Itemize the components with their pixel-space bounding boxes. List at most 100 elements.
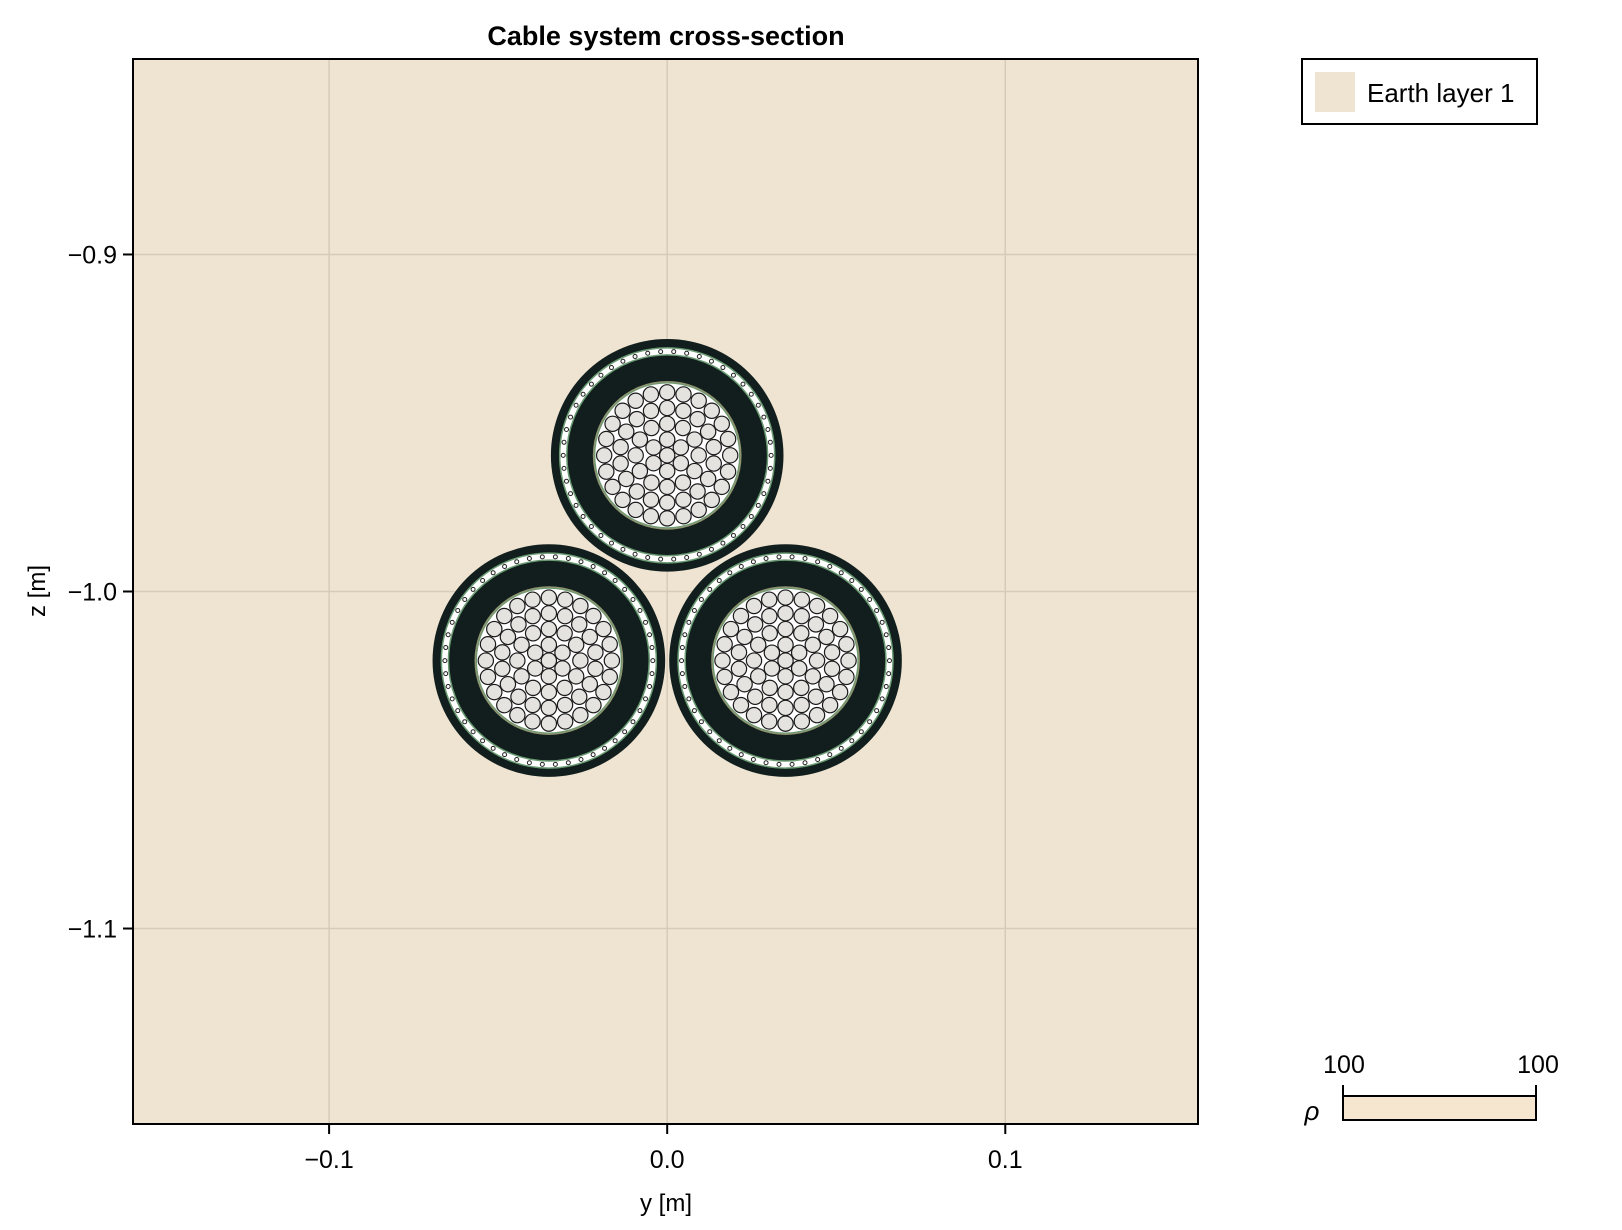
conductor-strand	[627, 392, 644, 410]
screen-wire	[455, 708, 461, 714]
x-tick-label: 0.0	[650, 1146, 685, 1174]
screen-wire	[637, 708, 643, 714]
screen-wire	[514, 559, 520, 565]
legend-swatch-earth-layer	[1315, 72, 1355, 112]
conductor-strand	[760, 713, 778, 730]
conductor-strand	[524, 679, 542, 697]
conductor-strand	[524, 713, 541, 730]
conductor-strand	[672, 439, 690, 456]
screen-wire	[874, 608, 880, 614]
screen-wire	[750, 559, 756, 565]
screen-wire	[727, 570, 733, 576]
conductor-strand	[554, 644, 571, 661]
conductor-strand	[524, 625, 542, 642]
conductor-strand	[554, 660, 571, 677]
screen-wire	[649, 645, 655, 651]
x-tick-label: 0.1	[988, 1146, 1023, 1174]
conductor-strand	[486, 620, 503, 638]
screen-wire	[580, 391, 586, 397]
screen-wire	[630, 596, 636, 602]
screen-wire	[763, 555, 769, 561]
y-tick-label: −1.1	[68, 916, 117, 944]
screen-wire	[490, 570, 496, 576]
conductor-strand	[585, 607, 602, 625]
conductor-strand	[496, 696, 513, 714]
screen-wire	[449, 619, 455, 625]
screen-wire	[883, 683, 889, 689]
screen-wire	[514, 756, 520, 762]
screen-wire	[720, 540, 726, 546]
conductor-strand	[699, 470, 717, 488]
conductor-strand	[540, 652, 558, 669]
conductor-strand	[526, 644, 544, 661]
cable-top	[550, 339, 784, 572]
conductor-strand	[540, 636, 558, 654]
conductor-strand	[570, 616, 588, 633]
screen-wire	[563, 478, 569, 484]
conductor-strand	[618, 423, 635, 440]
conductor-strand	[689, 410, 706, 428]
conductor-strand	[790, 644, 808, 661]
conductor-strand	[777, 589, 794, 606]
screen-wire	[568, 414, 574, 420]
conductor-strand	[618, 470, 635, 488]
screen-wire	[622, 729, 628, 735]
conductor-strand	[658, 415, 676, 433]
conductor-strand	[716, 636, 733, 653]
conductor-strand	[818, 675, 835, 693]
y-tick-label: −1.0	[68, 579, 117, 607]
screen-wire	[573, 402, 579, 408]
screen-wire	[552, 761, 558, 767]
screen-wire	[691, 608, 697, 614]
conductor-strand	[540, 589, 558, 606]
screen-wire	[858, 586, 864, 592]
screen-wire	[470, 729, 476, 735]
screen-wire	[612, 577, 618, 583]
conductor-strand	[777, 699, 794, 717]
screen-wire	[686, 619, 692, 625]
conductor-strand	[821, 607, 839, 625]
conductor-strand	[761, 696, 778, 714]
screen-wire	[802, 760, 808, 766]
conductor-strand	[628, 483, 646, 500]
screen-wire	[698, 596, 704, 602]
conductor-strand	[699, 423, 717, 440]
screen-wire	[682, 683, 688, 689]
conductor-strand	[840, 652, 857, 669]
cable-bottom-right	[669, 544, 902, 777]
conductor-strand	[658, 478, 676, 496]
conductor-strand	[705, 455, 722, 472]
screen-wire	[650, 658, 656, 664]
screen-wire	[552, 554, 558, 560]
screen-wire	[696, 551, 702, 557]
conductor-strand	[736, 628, 753, 646]
screen-wire	[608, 365, 614, 371]
screen-wire	[738, 564, 744, 570]
conductor-strand	[510, 688, 527, 706]
conductor-strand	[540, 699, 558, 717]
conductor-strand	[745, 652, 763, 669]
screen-wire	[490, 745, 496, 751]
conductor-strand	[494, 644, 511, 661]
screen-wire	[455, 608, 461, 614]
screen-wire	[849, 738, 855, 744]
screen-wire	[462, 719, 468, 725]
conductor-strand	[572, 597, 589, 615]
colorbar-rho-label: ρ	[1304, 1096, 1320, 1126]
conductor-strand	[643, 474, 660, 491]
conductor-strand	[761, 625, 779, 642]
conductor-strand	[808, 652, 826, 669]
screen-wire	[578, 756, 584, 762]
screen-wire	[442, 658, 448, 664]
conductor-strand	[690, 447, 707, 464]
conductor-strand	[714, 652, 731, 669]
conductor-strand	[603, 652, 621, 669]
screen-wire	[716, 577, 722, 583]
screen-wire	[647, 632, 653, 638]
conductor-strand	[675, 507, 692, 525]
conductor-strand	[570, 688, 588, 706]
conductor-strand	[479, 668, 497, 686]
conductor-strand	[581, 675, 599, 693]
chart-title: Cable system cross-section	[487, 21, 844, 51]
conductor-strand	[818, 628, 835, 646]
